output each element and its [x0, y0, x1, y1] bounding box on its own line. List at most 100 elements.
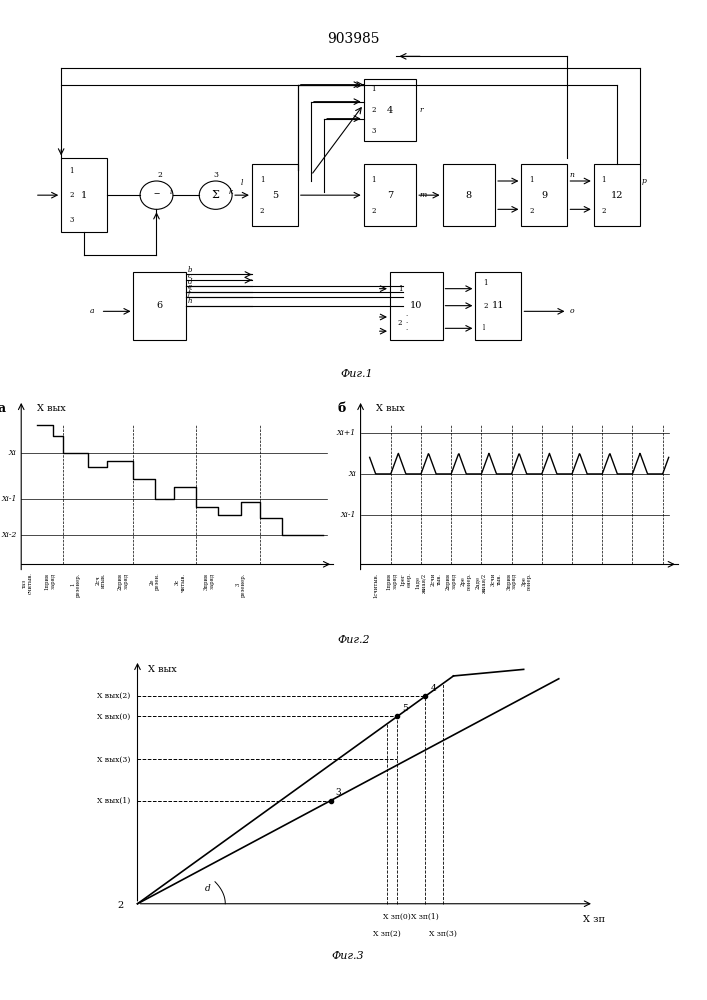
- Text: Х вых(2): Х вых(2): [98, 692, 131, 700]
- Text: Xi-1: Xi-1: [1, 495, 16, 503]
- Text: Х зп(3): Х зп(3): [429, 930, 457, 938]
- Text: Σ: Σ: [211, 190, 220, 200]
- Text: 1: 1: [69, 167, 74, 175]
- Bar: [62, 158, 107, 232]
- Text: 2прив
заряд: 2прив заряд: [117, 572, 129, 589]
- Text: Х вых(0): Х вых(0): [98, 712, 131, 720]
- Text: 10: 10: [410, 301, 422, 310]
- Text: 3: 3: [336, 788, 341, 797]
- Text: 1аде
жная/2: 1аде жная/2: [416, 572, 426, 593]
- Text: 4: 4: [387, 106, 393, 115]
- Text: 1считыв.: 1считыв.: [373, 572, 378, 598]
- Text: 3
резенер.: 3 резенер.: [235, 572, 246, 597]
- Text: –: –: [153, 188, 160, 201]
- Text: l: l: [240, 179, 243, 187]
- Text: b: b: [187, 266, 192, 274]
- Text: ·
·
·: · · ·: [405, 313, 407, 333]
- Text: k: k: [229, 188, 233, 196]
- Bar: [443, 164, 495, 226]
- Bar: [252, 164, 298, 226]
- Text: 2: 2: [398, 319, 402, 327]
- Text: l: l: [484, 324, 486, 332]
- Text: Xi-2: Xi-2: [1, 531, 16, 539]
- Text: 8: 8: [466, 191, 472, 200]
- Text: 2: 2: [117, 901, 124, 910]
- Text: Х зп(1): Х зп(1): [411, 913, 439, 921]
- Text: 1
резенер.: 1 резенер.: [70, 572, 81, 597]
- Text: б: б: [337, 402, 346, 415]
- Text: 2: 2: [602, 207, 606, 215]
- Text: Х зп(0): Х зп(0): [383, 913, 411, 921]
- Text: Х зп: Х зп: [583, 915, 605, 924]
- Text: 1: 1: [259, 176, 264, 184]
- Text: Xi: Xi: [348, 470, 356, 478]
- Text: n: n: [569, 171, 574, 179]
- Text: 2сч
итыв.: 2сч итыв.: [95, 572, 106, 588]
- Text: а: а: [0, 402, 5, 415]
- Text: 3счи
тыв.: 3счи тыв.: [491, 572, 502, 586]
- Text: Xi+1: Xi+1: [337, 429, 356, 437]
- Text: c: c: [187, 272, 192, 280]
- Text: 1: 1: [602, 176, 606, 184]
- Text: 1прив
заряд: 1прив заряд: [387, 572, 398, 589]
- Text: 2: 2: [69, 191, 74, 199]
- Text: i: i: [170, 188, 172, 196]
- Text: 1прив
заряд: 1прив заряд: [45, 572, 55, 589]
- Bar: [363, 164, 416, 226]
- Text: m: m: [419, 191, 427, 199]
- Text: Фиг.2: Фиг.2: [337, 635, 370, 645]
- Text: 1: 1: [484, 279, 488, 287]
- Text: 1: 1: [371, 85, 376, 93]
- Text: o: o: [569, 307, 574, 315]
- Text: p: p: [642, 177, 647, 185]
- Text: Х вых: Х вых: [148, 665, 177, 674]
- Text: f: f: [187, 289, 190, 297]
- Bar: [522, 164, 568, 226]
- Text: Xi: Xi: [8, 449, 16, 457]
- Text: Фиг.1: Фиг.1: [341, 369, 373, 379]
- Text: 3: 3: [371, 127, 376, 135]
- Text: 6: 6: [157, 301, 163, 310]
- Text: h: h: [187, 297, 192, 305]
- Text: 2счи
тыв.: 2счи тыв.: [431, 572, 441, 586]
- Text: Х вых(3): Х вых(3): [97, 755, 131, 763]
- Text: 2: 2: [371, 106, 376, 114]
- Text: 903985: 903985: [327, 32, 380, 46]
- Text: r: r: [419, 106, 423, 114]
- Text: 1: 1: [81, 191, 87, 200]
- Text: e: e: [187, 283, 192, 291]
- Text: 2аде
жная/2: 2аде жная/2: [476, 572, 487, 593]
- Text: 3ре
генер.: 3ре генер.: [521, 572, 532, 590]
- Text: Х вых: Х вых: [37, 404, 66, 413]
- Text: 9: 9: [542, 191, 547, 200]
- Text: 2ре
генер.: 2ре генер.: [461, 572, 472, 590]
- Text: a: a: [90, 307, 94, 315]
- Bar: [475, 272, 522, 340]
- Text: d: d: [187, 278, 192, 286]
- Bar: [134, 272, 186, 340]
- Text: 1: 1: [530, 176, 534, 184]
- Text: 2: 2: [484, 302, 488, 310]
- Text: d: d: [205, 884, 211, 893]
- Text: Х зп(2): Х зп(2): [373, 930, 401, 938]
- Text: Х вых: Х вых: [375, 404, 404, 413]
- Bar: [363, 79, 416, 141]
- Text: таз
считыв.: таз считыв.: [22, 572, 33, 594]
- Text: 3: 3: [214, 171, 218, 179]
- Text: 11: 11: [492, 301, 505, 310]
- Text: 2е
резен.: 2е резен.: [149, 572, 160, 590]
- Text: 12: 12: [611, 191, 623, 200]
- Text: 1: 1: [398, 285, 402, 293]
- Text: 3с
читыв.: 3с читыв.: [175, 572, 186, 591]
- Text: Х вых(1): Х вых(1): [98, 797, 131, 805]
- Text: 2: 2: [371, 207, 376, 215]
- Text: 2: 2: [530, 207, 534, 215]
- Text: 2: 2: [158, 171, 162, 179]
- Text: 2: 2: [259, 207, 264, 215]
- Text: Фиг.3: Фиг.3: [332, 951, 364, 961]
- Text: 3прив
заряд: 3прив заряд: [204, 572, 214, 589]
- Bar: [390, 272, 443, 340]
- Text: 5: 5: [271, 191, 278, 200]
- Text: 7: 7: [387, 191, 393, 200]
- Text: 1: 1: [371, 176, 376, 184]
